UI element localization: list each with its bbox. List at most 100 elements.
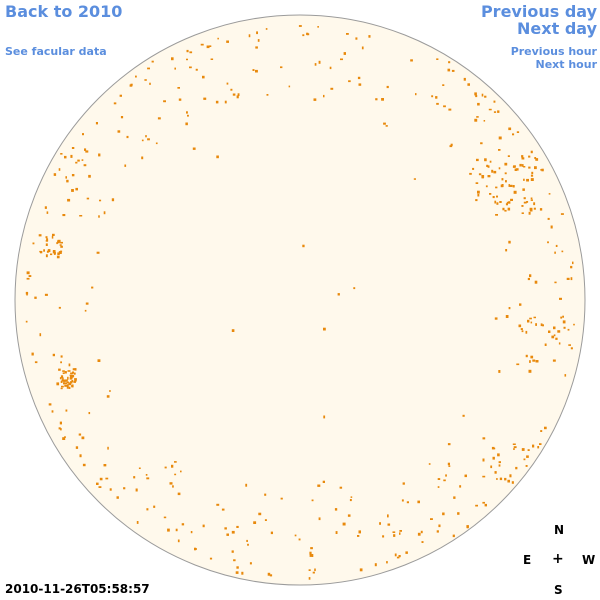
facular-speck [79, 215, 83, 217]
facular-speck [85, 302, 89, 305]
facular-speck [496, 478, 498, 480]
facular-speck [398, 555, 401, 558]
facular-speck [508, 307, 511, 310]
facular-speck [516, 131, 520, 133]
facular-speck [448, 61, 451, 64]
facular-speck [75, 161, 78, 164]
previous-day-link[interactable]: Previous day [480, 2, 597, 21]
facular-speck [106, 395, 110, 398]
facular-speck [58, 251, 62, 254]
facular-speck [74, 378, 77, 381]
facular-speck [392, 531, 396, 533]
facular-speck [555, 244, 558, 247]
facular-speck [174, 473, 177, 476]
facular-speck [194, 547, 197, 551]
facular-speck [73, 380, 76, 383]
facular-speck [521, 330, 524, 333]
facular-speck [504, 477, 507, 481]
facular-speck [79, 454, 82, 458]
facular-speck [529, 360, 531, 363]
facular-speck [48, 403, 52, 406]
facular-speck [514, 168, 517, 171]
facular-speck [57, 240, 60, 244]
see-facular-data-link[interactable]: See facular data [5, 45, 107, 58]
facular-speck [346, 33, 349, 35]
facular-speck [81, 159, 84, 161]
facular-speck [340, 58, 343, 61]
facular-speck [467, 83, 470, 86]
facular-speck [497, 110, 500, 113]
facular-speck [67, 370, 71, 372]
facular-speck [523, 178, 525, 181]
facular-speck [52, 353, 55, 357]
facular-speck [298, 25, 302, 27]
facular-speck [526, 201, 529, 203]
facular-speck [245, 483, 248, 487]
facular-speck [492, 196, 495, 199]
facular-speck [554, 281, 557, 284]
facular-speck [26, 271, 30, 275]
facular-speck [70, 154, 73, 158]
facular-speck [177, 492, 181, 496]
facular-speck [349, 499, 352, 502]
facular-speck [192, 147, 196, 150]
facular-speck [177, 539, 180, 543]
facular-speck [40, 251, 43, 254]
facular-speck [521, 212, 524, 214]
facular-speck [91, 286, 94, 289]
facular-speck [135, 488, 138, 492]
facular-speck [436, 530, 439, 533]
facular-speck [335, 531, 338, 534]
facular-speck [443, 105, 446, 108]
previous-hour-link[interactable]: Previous hour [510, 45, 597, 58]
facular-speck [68, 386, 71, 389]
facular-speck [323, 94, 325, 98]
facular-speck [96, 482, 99, 485]
facular-speck [311, 499, 314, 502]
facular-speck [475, 182, 479, 184]
facular-speck [129, 84, 133, 87]
facular-speck [562, 320, 566, 324]
facular-speck [492, 447, 496, 450]
facular-speck [58, 427, 61, 430]
facular-speck [164, 466, 167, 469]
facular-speck [374, 563, 377, 567]
facular-speck [175, 528, 178, 532]
facular-speck [59, 377, 62, 380]
facular-speck [257, 39, 260, 42]
facular-speck [253, 521, 257, 524]
facular-speck [98, 215, 100, 218]
facular-speck [32, 242, 35, 245]
facular-speck [358, 83, 362, 86]
facular-speck [521, 155, 524, 158]
compass-north-label: N [554, 523, 565, 537]
facular-speck [67, 198, 71, 202]
facular-speck [526, 178, 529, 182]
facular-speck [519, 303, 522, 306]
facular-speck [459, 485, 462, 488]
facular-speck [177, 87, 180, 89]
facular-speck [61, 379, 64, 382]
facular-speck [126, 135, 129, 139]
facular-speck [141, 156, 144, 160]
facular-speck [45, 236, 48, 239]
facular-speck [60, 380, 63, 383]
next-hour-link[interactable]: Next hour [535, 58, 598, 71]
facular-speck [498, 370, 501, 373]
facular-speck [535, 158, 539, 161]
next-day-link[interactable]: Next day [517, 19, 597, 38]
facular-speck [74, 372, 76, 375]
facular-speck [523, 458, 526, 461]
facular-speck [233, 559, 236, 562]
facular-speck [153, 505, 156, 508]
facular-speck [436, 58, 439, 60]
facular-speck [519, 163, 522, 167]
facular-speck [478, 173, 482, 176]
facular-speck [64, 155, 67, 159]
facular-speck [62, 437, 66, 440]
back-to-year-link[interactable]: Back to 2010 [5, 2, 123, 21]
facular-speck [529, 274, 532, 278]
facular-speck [502, 207, 505, 211]
facular-speck [466, 525, 469, 529]
facular-speck [442, 512, 445, 516]
